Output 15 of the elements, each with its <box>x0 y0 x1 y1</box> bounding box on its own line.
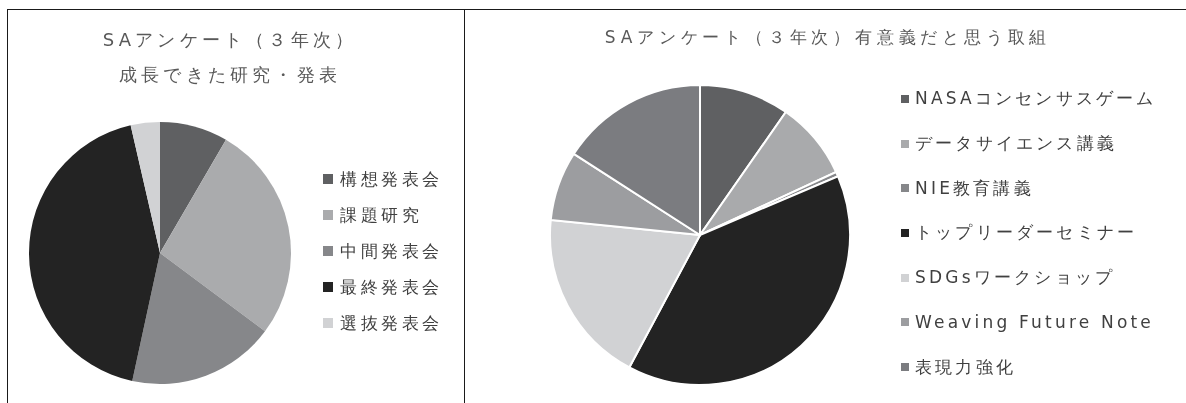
legend-label: 構想発表会 <box>340 167 443 191</box>
chart-title: SAアンケート（３年次） <box>101 28 359 52</box>
legend-label: 課題研究 <box>340 203 422 227</box>
legend-label: NASAコンセンサスゲーム <box>915 87 1157 111</box>
chart-title: SAアンケート（３年次）有意義だと思う取組 <box>603 26 1053 49</box>
legend-label: NIE教育講義 <box>915 176 1034 200</box>
legend-label: 表現力強化 <box>915 355 1016 379</box>
legend-label: 選抜発表会 <box>340 311 443 335</box>
legend-label: トップリーダーセミナー <box>915 221 1138 245</box>
chart-subtitle: 成長できた研究・発表 <box>118 63 342 87</box>
legend-label: データサイエンス講義 <box>915 132 1117 156</box>
legend-label: SDGsワークショップ <box>915 266 1116 290</box>
legend-label: Weaving Future Note <box>915 312 1155 333</box>
legend-label: 中間発表会 <box>340 239 443 263</box>
legend-label: 最終発表会 <box>340 275 443 299</box>
